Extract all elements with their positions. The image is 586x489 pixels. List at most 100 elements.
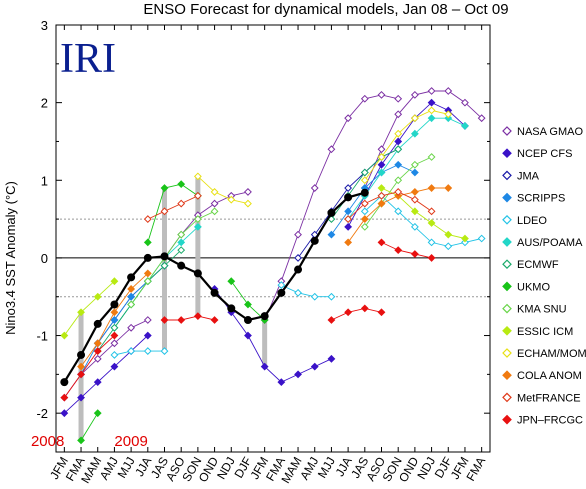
legend-item-ncep-cfs: NCEP CFS — [502, 148, 572, 160]
legend-marker — [502, 325, 512, 336]
forecast-point — [344, 238, 353, 247]
forecast-point — [160, 316, 169, 324]
observed-point — [310, 236, 319, 245]
forecast-point — [77, 370, 85, 379]
series-observed — [60, 188, 369, 387]
forecast-point — [93, 409, 102, 418]
forecast-point — [360, 168, 369, 177]
forecast-point — [394, 160, 403, 169]
forecast-point — [193, 172, 202, 181]
forecast-point — [394, 188, 403, 196]
forecast-point — [360, 222, 369, 231]
forecast-line — [164, 191, 249, 259]
forecast-point — [177, 316, 186, 324]
legend-label: JMA — [517, 170, 540, 182]
legend-item-essic-icm: ESSIC ICM — [502, 325, 573, 338]
forecast-point — [344, 114, 353, 123]
forecast-line — [214, 288, 332, 383]
observed-point — [60, 378, 69, 387]
forecast-point — [110, 323, 119, 332]
forecast-point — [294, 230, 302, 239]
forecast-point — [444, 87, 453, 95]
legend-label: LDEO — [517, 215, 547, 227]
forecast-point — [394, 176, 403, 185]
forecast-point — [60, 393, 69, 402]
forecast-point — [160, 184, 169, 192]
forecast-point — [110, 339, 119, 348]
y-tick-label: 0 — [41, 251, 48, 266]
forecast-point — [327, 354, 336, 363]
forecast-point — [427, 238, 436, 247]
forecast-line — [63, 335, 149, 414]
forecast-point — [110, 362, 119, 371]
forecast-point — [410, 114, 419, 123]
series-metfrance — [143, 188, 436, 223]
forecast-point — [360, 199, 369, 208]
forecast-point — [410, 207, 419, 216]
forecast-point — [427, 184, 436, 192]
forecast-point — [410, 250, 419, 258]
forecast-point — [377, 238, 386, 247]
forecast-line — [281, 284, 332, 298]
forecast-point — [294, 370, 302, 379]
legend-marker — [502, 214, 512, 225]
forecast-point — [93, 292, 102, 301]
forecast-point — [410, 168, 419, 177]
forecast-point — [360, 207, 369, 216]
forecast-point — [377, 308, 386, 317]
legend-item-cola-anom: COLA ANOM — [502, 370, 582, 382]
legend-item-ldeo: LDEO — [502, 214, 547, 227]
forecast-point — [444, 242, 453, 251]
observed-point — [243, 316, 252, 325]
forecast-point — [210, 316, 219, 324]
forecast-line — [230, 280, 266, 321]
forecast-point — [410, 90, 419, 99]
y-tick-label: 1 — [41, 173, 48, 188]
iri-logo-text: IRI — [60, 36, 116, 82]
forecast-point — [143, 347, 152, 355]
legend-marker — [502, 348, 512, 358]
forecast-point — [327, 145, 336, 154]
forecast-point — [310, 362, 319, 371]
legend-item-jma: JMA — [502, 170, 540, 182]
observed-point — [110, 300, 119, 309]
forecast-point — [360, 176, 369, 185]
legend-label: ECMWF — [517, 259, 559, 271]
legend-item-kma-snu: KMA SNU — [502, 304, 567, 316]
observed-point — [93, 319, 102, 328]
forecast-line — [381, 187, 466, 239]
forecast-line — [197, 176, 249, 205]
forecast-point — [143, 215, 152, 223]
forecast-point — [143, 316, 152, 324]
forecast-point — [177, 230, 186, 239]
forecast-point — [294, 288, 302, 297]
forecast-line — [331, 164, 416, 235]
legend-marker — [502, 237, 512, 247]
forecast-point — [461, 122, 469, 130]
forecast-point — [394, 137, 403, 146]
observed-point — [294, 265, 303, 274]
legend-item-ecmwf: ECMWF — [502, 259, 559, 271]
y-tick-label: 2 — [41, 96, 48, 111]
forecast-point — [244, 199, 252, 208]
legend-label: JPN–FRCGC — [517, 415, 583, 427]
legend-marker — [502, 126, 512, 136]
forecast-point — [410, 195, 419, 204]
forecast-point — [394, 246, 403, 255]
forecast-line — [164, 315, 215, 321]
forecast-point — [294, 254, 302, 262]
plot-area: -2-10123JFMFMAMAMAMJMJJJJAJASASOSONONDND… — [31, 18, 491, 486]
legend-marker — [502, 148, 512, 159]
forecast-line — [80, 412, 99, 441]
y-tick-label: 3 — [41, 18, 48, 33]
legend-item-scripps: SCRIPPS — [502, 193, 565, 205]
forecast-point — [427, 98, 436, 107]
forecast-point — [160, 207, 169, 216]
forecast-point — [127, 285, 136, 293]
legend-item-ukmo: UKMO — [502, 281, 550, 293]
forecast-line — [364, 109, 449, 181]
series-ldeo — [110, 191, 486, 359]
forecast-point — [327, 292, 336, 301]
forecast-point — [127, 300, 136, 309]
forecast-point — [227, 195, 236, 204]
